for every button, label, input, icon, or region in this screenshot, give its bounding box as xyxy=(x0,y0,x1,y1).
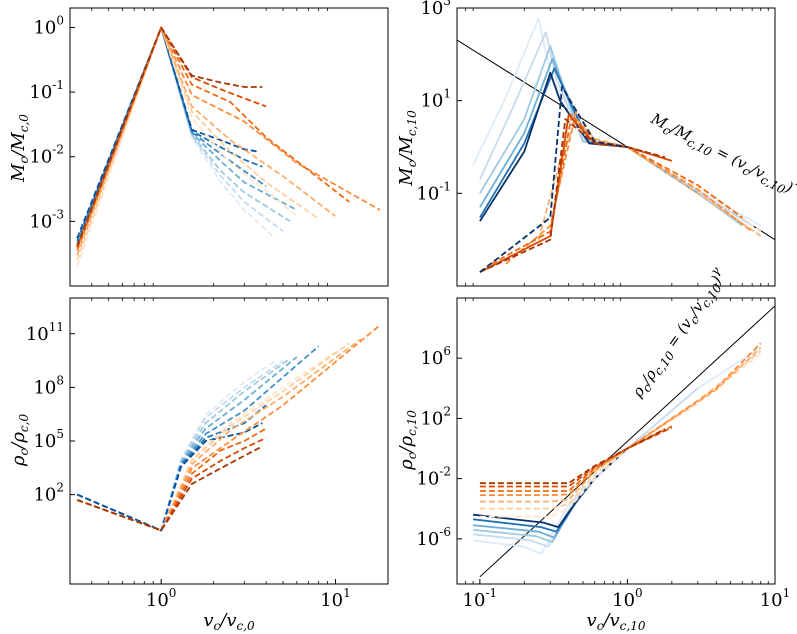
panel-bottom-right-plot xyxy=(472,305,775,578)
y-tick-label: 10-3 xyxy=(29,207,64,232)
series-line xyxy=(472,17,762,227)
panel-top-right-frame xyxy=(456,7,776,287)
x-tick-label: 101 xyxy=(760,586,791,611)
tick-layer: 100 10-1 10-2 10-3 103 101 10-1 1011 108 105 102 10… xyxy=(26,0,790,611)
panel-bottom-left-plot xyxy=(76,324,381,532)
ylabel-top-right: Mc/Mc,10 xyxy=(396,110,419,187)
series-line xyxy=(479,352,762,518)
series-line xyxy=(76,342,350,532)
series-line xyxy=(76,26,298,267)
y-tick-label: 10-2 xyxy=(416,465,451,490)
x-tick-label: 100 xyxy=(612,586,643,611)
y-tick-label: 101 xyxy=(420,87,451,112)
y-tick-label: 10-1 xyxy=(416,179,451,204)
panel-bottom-left-frame xyxy=(69,297,389,585)
series-line xyxy=(479,45,743,227)
series-line xyxy=(76,437,267,532)
y-tick-label: 100 xyxy=(33,13,64,38)
annotation-density-power-law: ρc/ρc,10 = (vc/vc,10)γ xyxy=(625,263,733,402)
y-tick-label: 105 xyxy=(33,427,64,452)
x-tick-label: 101 xyxy=(320,586,351,611)
series-line xyxy=(479,342,762,497)
y-tick-label: 108 xyxy=(33,373,64,398)
panel-bottom-right-frame xyxy=(456,297,776,585)
y-tick-label: 1011 xyxy=(26,320,64,345)
panel-top-left-frame xyxy=(69,7,389,287)
y-tick-label: 10-6 xyxy=(416,525,451,550)
x-tick-label: 100 xyxy=(146,586,177,611)
series-line xyxy=(76,360,284,532)
ylabel-bottom-right: ρc/ρc,10 xyxy=(396,410,419,471)
panel-top-right-plot xyxy=(457,17,775,273)
series-line xyxy=(76,26,291,252)
xlabel-bottom-right: vc/vc,10 xyxy=(587,610,646,633)
series-line xyxy=(479,85,628,273)
series-line xyxy=(76,26,263,247)
y-tick-label: 10-2 xyxy=(29,143,64,168)
series-line xyxy=(479,31,753,227)
series-line xyxy=(76,427,267,532)
y-tick-label: 102 xyxy=(33,481,64,506)
ylabel-bottom-left: ρc/ρc,0 xyxy=(8,414,31,468)
reference-line xyxy=(479,305,775,578)
series-line xyxy=(76,26,267,248)
series-line xyxy=(505,110,753,265)
series-line xyxy=(76,324,381,532)
ylabel-top-left: Mc/Mc,0 xyxy=(8,114,31,183)
y-tick-label: 106 xyxy=(420,344,451,369)
y-tick-label: 10-1 xyxy=(29,78,64,103)
panel-top-left-plot xyxy=(76,26,381,267)
annotation-mass-power-law: Mc/Mc,10 = (vc/vc,10)−2 xyxy=(646,106,797,208)
series-line xyxy=(479,426,673,488)
series-line xyxy=(76,356,298,532)
series-line xyxy=(76,26,320,261)
x-tick-label: 10-1 xyxy=(463,586,498,611)
series-line xyxy=(479,428,666,485)
y-tick-label: 103 xyxy=(420,0,451,19)
series-line xyxy=(76,445,263,532)
series-line xyxy=(479,71,628,222)
series-line xyxy=(479,113,673,273)
series-line xyxy=(537,118,762,240)
series-line xyxy=(76,357,291,532)
series-line xyxy=(76,26,259,239)
series-line xyxy=(76,26,284,248)
series-line xyxy=(479,347,762,503)
series-line xyxy=(479,425,673,492)
series-line xyxy=(479,118,666,273)
y-tick-label: 102 xyxy=(420,404,451,429)
series-line xyxy=(76,26,298,248)
series-layer xyxy=(76,17,775,578)
xlabel-bottom-left: vc/vc,0 xyxy=(203,610,255,633)
